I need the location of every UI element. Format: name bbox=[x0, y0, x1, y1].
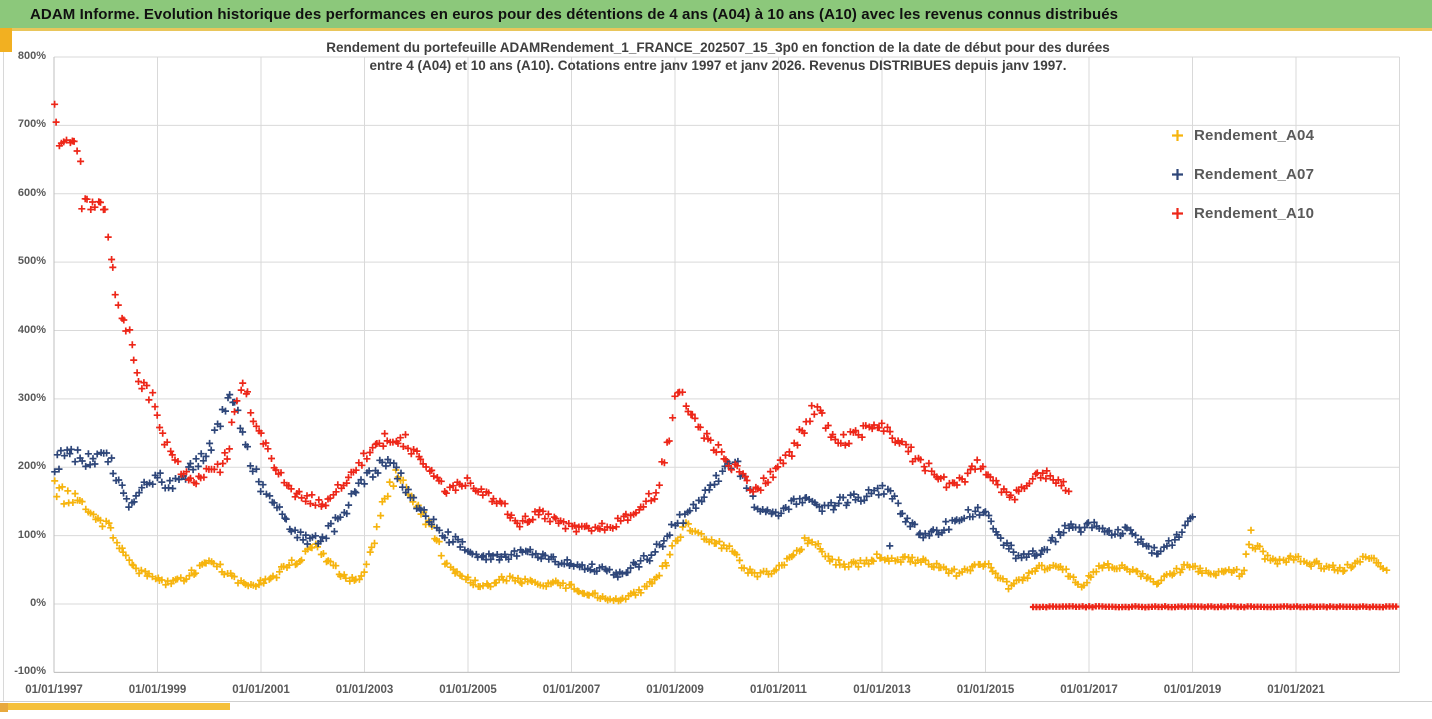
bottom-scrollbar-accent[interactable] bbox=[8, 703, 230, 710]
y-axis-tick-label: 600% bbox=[17, 186, 46, 199]
x-axis-tick-label: 01/01/2019 bbox=[1163, 684, 1222, 696]
x-axis-tick-label: 01/01/2015 bbox=[956, 684, 1015, 696]
legend-label: Rendement_A10 bbox=[1194, 204, 1315, 222]
x-axis-tick-label: 01/01/1999 bbox=[128, 684, 187, 696]
y-axis-tick-label: 700% bbox=[17, 118, 46, 131]
y-axis-tick-label: 400% bbox=[17, 323, 46, 336]
sheet-header-banner: ADAM Informe. Evolution historique des p… bbox=[0, 0, 1432, 28]
legend-label: Rendement_A07 bbox=[1194, 165, 1315, 183]
y-axis-tick-label: -100% bbox=[14, 665, 46, 678]
legend-item-rendement-a07[interactable]: Rendement_A07 bbox=[1170, 159, 1314, 189]
x-axis-tick-label: 01/01/2001 bbox=[232, 684, 290, 696]
y-axis-tick-label: 800% bbox=[17, 50, 46, 62]
plus-marker-icon bbox=[1172, 129, 1183, 141]
gold-underline-decoration bbox=[0, 28, 1432, 31]
legend-label: Rendement_A04 bbox=[1194, 126, 1315, 144]
x-axis-tick-label: 01/01/2003 bbox=[335, 684, 394, 696]
chart-legend: Rendement_A04 Rendement_A07 Rendement_A1… bbox=[1170, 120, 1314, 237]
gold-corner-tab bbox=[0, 28, 12, 52]
y-axis-tick-label: 100% bbox=[17, 528, 46, 541]
y-axis-tick-label: 300% bbox=[17, 391, 46, 404]
x-axis-tick-label: 01/01/2021 bbox=[1267, 684, 1325, 696]
x-axis-tick-label: 01/01/1997 bbox=[25, 684, 83, 696]
y-axis-tick-label: 0% bbox=[30, 597, 46, 610]
x-axis-tick-label: 01/01/2017 bbox=[1060, 684, 1118, 696]
x-axis-tick-label: 01/01/2005 bbox=[439, 684, 497, 696]
legend-item-rendement-a04[interactable]: Rendement_A04 bbox=[1170, 120, 1314, 150]
plus-marker-icon bbox=[1172, 207, 1183, 219]
chart-series-markers bbox=[51, 100, 1400, 611]
bottom-scrollbar-cap[interactable] bbox=[0, 703, 8, 712]
legend-item-rendement-a10[interactable]: Rendement_A10 bbox=[1170, 198, 1314, 228]
x-axis-tick-label: 01/01/2013 bbox=[853, 684, 911, 696]
series-Rendement_A10_pending bbox=[1029, 603, 1400, 611]
y-axis-tick-label: 500% bbox=[17, 255, 46, 268]
x-axis-tick-label: 01/01/2009 bbox=[646, 684, 704, 696]
plus-marker-icon bbox=[1172, 168, 1183, 180]
series-Rendement_A10 bbox=[51, 100, 1073, 536]
series-Rendement_A04 bbox=[51, 466, 1391, 605]
sheet-header-title: ADAM Informe. Evolution historique des p… bbox=[30, 5, 1119, 23]
y-axis-tick-label: 200% bbox=[17, 460, 46, 473]
bottom-border bbox=[0, 701, 1432, 702]
chart-gridlines bbox=[53, 56, 1400, 673]
x-axis-tick-label: 01/01/2011 bbox=[750, 684, 807, 696]
left-pane-border bbox=[3, 52, 4, 702]
x-axis-tick-label: 01/01/2007 bbox=[542, 684, 601, 696]
